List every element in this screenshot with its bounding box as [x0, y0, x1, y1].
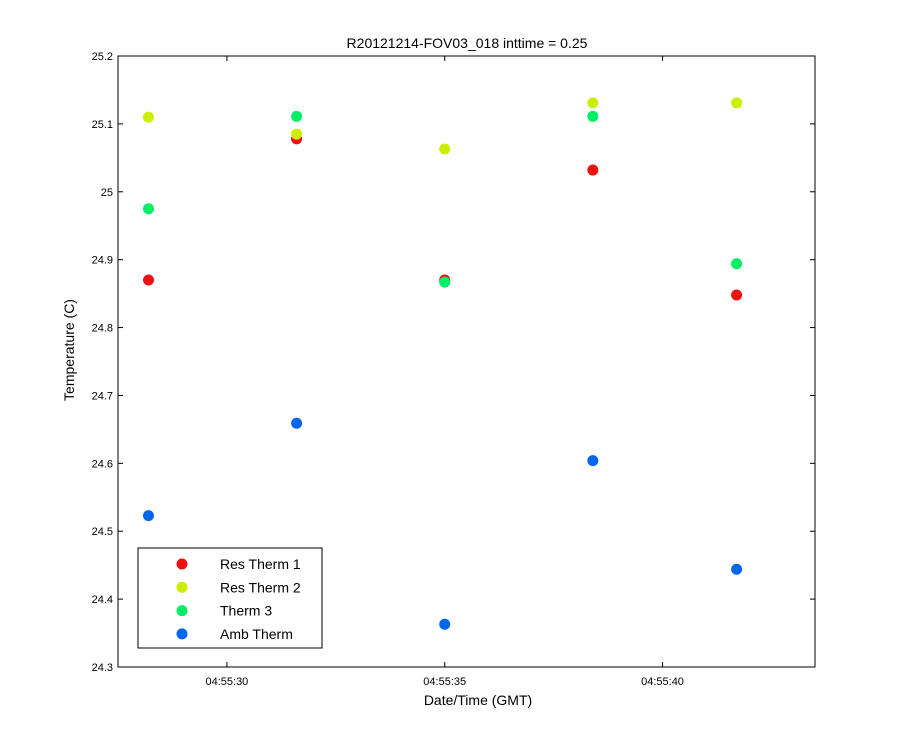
- data-point-series-0-3: [587, 164, 599, 176]
- data-point-series-1-2: [439, 143, 451, 155]
- data-point-series-1-0: [142, 111, 154, 123]
- data-point-series-3-3: [587, 455, 599, 467]
- data-point-series-3-2: [439, 618, 451, 630]
- x-axis-ticks: 04:55:30 04:55:35 04:55:40: [205, 56, 684, 688]
- legend-label-0: Res Therm 1: [220, 556, 301, 572]
- legend-label-1: Res Therm 2: [220, 579, 301, 595]
- legend-label-3: Amb Therm: [220, 626, 293, 642]
- data-point-series-2-2: [439, 276, 451, 288]
- y-tick-label: 24.5: [92, 526, 113, 538]
- y-tick-label: 24.8: [92, 323, 113, 335]
- data-point-series-1-3: [587, 97, 599, 109]
- legend-marker-0: [176, 558, 188, 570]
- x-tick-label: 04:55:30: [205, 676, 248, 688]
- x-axis-label: Date/Time (GMT): [424, 692, 532, 708]
- plot-area-frame: [117, 55, 816, 668]
- data-point-series-2-0: [142, 203, 154, 215]
- data-point-series-3-4: [731, 563, 743, 575]
- data-point-series-2-3: [587, 110, 599, 122]
- y-axis-ticks: 24.3 24.4 24.5 24.6 24.7 24.8 24.9 25 25.1 25.2: [92, 51, 815, 674]
- data-point-series-0-0: [142, 274, 154, 286]
- legend-marker-3: [176, 628, 188, 640]
- data-point-series-2-4: [731, 258, 743, 270]
- y-tick-label: 24.9: [92, 255, 113, 267]
- data-point-series-3-1: [291, 417, 303, 429]
- chart-title: R20121214-FOV03_018 inttime = 0.25: [347, 35, 588, 51]
- data-point-series-3-0: [142, 510, 154, 522]
- y-tick-label: 24.6: [92, 458, 113, 470]
- legend-marker-1: [176, 581, 188, 593]
- data-point-series-1-4: [731, 97, 743, 109]
- y-tick-label: 24.3: [92, 662, 113, 674]
- y-tick-label: 25.1: [92, 119, 113, 131]
- data-point-series-0-4: [731, 289, 743, 301]
- data-point-series-1-1: [291, 128, 303, 140]
- legend-marker-2: [176, 605, 188, 617]
- y-tick-label: 24.4: [92, 594, 113, 606]
- legend-box: [137, 547, 323, 649]
- data-points: [142, 97, 743, 630]
- y-axis-label: Temperature (C): [61, 299, 77, 401]
- y-tick-label: 24.7: [92, 390, 113, 402]
- legend: Res Therm 1 Res Therm 2 Therm 3 Amb Therm: [137, 547, 323, 649]
- data-point-series-2-1: [291, 110, 303, 122]
- x-tick-label: 04:55:40: [641, 676, 684, 688]
- legend-label-2: Therm 3: [220, 603, 272, 619]
- y-tick-label: 25.2: [92, 51, 113, 63]
- legend-items: Res Therm 1 Res Therm 2 Therm 3 Amb Therm: [176, 556, 301, 642]
- y-tick-label: 25: [101, 187, 113, 199]
- x-tick-label: 04:55:35: [423, 676, 466, 688]
